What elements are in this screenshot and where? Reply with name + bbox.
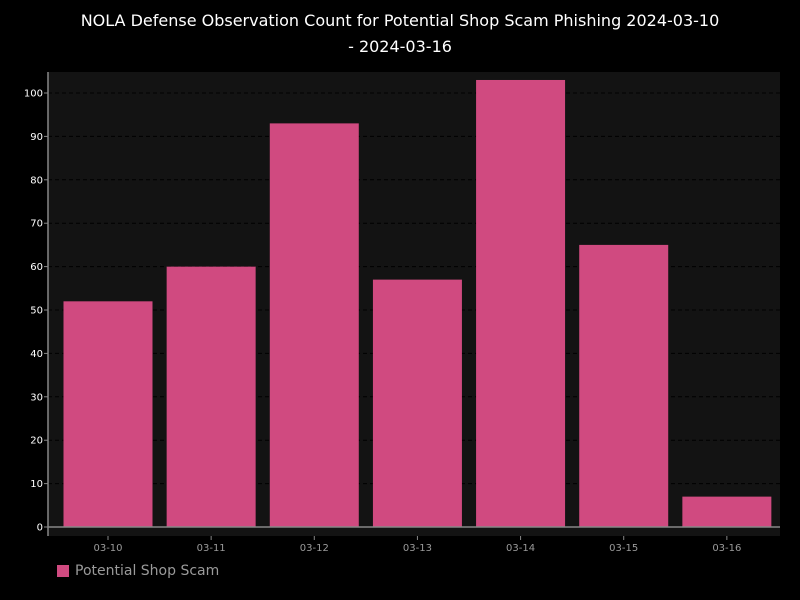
- bar-03-12: [269, 123, 359, 527]
- y-tick-label: 60: [30, 262, 43, 273]
- y-tick-label: 90: [30, 132, 43, 143]
- bar-03-14: [476, 79, 566, 527]
- legend-label: Potential Shop Scam: [75, 563, 220, 579]
- y-tick-label: 50: [30, 306, 43, 317]
- x-tick-label: 03-16: [712, 543, 741, 554]
- legend[interactable]: Potential Shop Scam: [57, 563, 219, 579]
- legend-swatch: [57, 565, 69, 577]
- y-tick-label: 40: [30, 349, 43, 360]
- bar-03-11: [166, 266, 256, 527]
- y-tick-label: 20: [30, 436, 43, 447]
- bar-03-16: [682, 496, 772, 527]
- y-tick-label: 30: [30, 392, 43, 403]
- x-tick-label: 03-12: [300, 543, 329, 554]
- bar-03-13: [372, 279, 462, 527]
- y-tick-label: 100: [24, 89, 43, 100]
- x-tick-label: 03-10: [93, 543, 122, 554]
- y-tick-label: 80: [30, 175, 43, 186]
- x-tick-label: 03-15: [609, 543, 638, 554]
- chart-title-line-2: - 2024-03-16: [348, 37, 452, 56]
- x-tick-label: 03-11: [197, 543, 226, 554]
- chart-title: NOLA Defense Observation Count for Poten…: [60, 8, 740, 60]
- chart-title-line-1: NOLA Defense Observation Count for Poten…: [80, 11, 720, 30]
- y-tick-label: 70: [30, 219, 43, 230]
- y-tick-label: 0: [37, 523, 43, 534]
- y-tick-label: 10: [30, 479, 43, 490]
- x-tick-label: 03-13: [403, 543, 432, 554]
- bar-03-10: [63, 301, 153, 527]
- x-tick-label: 03-14: [506, 543, 535, 554]
- bar-03-15: [579, 244, 669, 527]
